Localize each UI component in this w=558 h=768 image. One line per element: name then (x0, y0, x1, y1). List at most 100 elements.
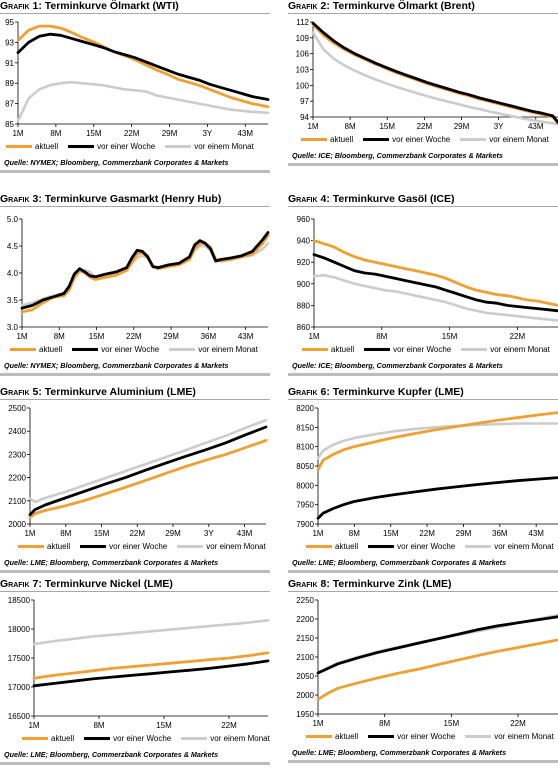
chart-title: Grafik 2: Terminkurve Ölmarkt (Brent) (288, 0, 558, 14)
legend-label-aktuell: aktuell (35, 142, 59, 151)
series-line-woche (312, 253, 558, 313)
legend-item-woche: vor einer Woche (68, 142, 155, 151)
chart-source: Quelle: LME; Bloomberg, Commerzbank Corp… (4, 750, 219, 759)
legend-label-aktuell: aktuell (39, 345, 63, 354)
x-tick-label: 1M (307, 122, 318, 131)
chart-source: Quelle: LME; Bloomberg, Commerzbank Corp… (292, 748, 507, 757)
x-tick-label: 15M (379, 122, 395, 131)
x-tick-label: 22M (129, 529, 145, 538)
chart-svg: 94 97 100 103 106 109 112 1M 8M 15M 22M 29M 3Y 43M (296, 18, 558, 131)
chart-title-prefix: Grafik (288, 578, 318, 590)
x-tick-label: 1M (12, 129, 23, 138)
y-tick-label: 2300 (8, 450, 26, 459)
x-tick-label: 29M (454, 122, 470, 131)
panel-divider (288, 373, 558, 376)
chart-panel-nickel: Grafik 7: Terminkurve Nickel (LME) 16500 1… (0, 578, 270, 768)
legend-item-aktuell: aktuell (10, 345, 62, 354)
legend-swatch-monat (460, 138, 487, 142)
panel-divider (288, 760, 558, 763)
chart-title-text: 3: Terminkurve Gasmarkt (Henry Hub) (29, 193, 222, 205)
series-line-monat (16, 80, 270, 123)
y-tick-label: 4.0 (7, 269, 19, 278)
chart-legend: aktuell vor einer Woche vor einem Monat (10, 345, 268, 354)
legend-swatch-aktuell (302, 348, 328, 352)
legend-item-aktuell: aktuell (306, 732, 358, 741)
y-tick-label: 2150 (296, 634, 314, 643)
legend-item-monat: vor einem Monat (165, 142, 254, 151)
legend-item-aktuell: aktuell (18, 542, 70, 551)
legend-swatch-woche (72, 348, 99, 352)
y-tick-label: 860 (297, 323, 311, 332)
y-tick-label: 85 (5, 120, 14, 129)
legend-swatch-monat (169, 348, 196, 352)
y-tick-label: 2100 (8, 497, 26, 506)
x-tick-label: 8M (50, 129, 61, 138)
y-tick-label: 109 (296, 34, 310, 43)
x-tick-label: 29M (163, 332, 179, 341)
y-tick-label: 2400 (8, 427, 26, 436)
legend-label-monat: vor einem Monat (494, 542, 554, 551)
legend-swatch-monat (165, 145, 192, 149)
x-tick-label: 1M (312, 529, 323, 538)
legend-label-aktuell: aktuell (51, 734, 75, 743)
y-tick-label: 960 (297, 215, 311, 224)
legend-item-woche: vor einer Woche (84, 734, 171, 743)
legend-item-monat: vor einem Monat (177, 542, 266, 551)
x-tick-label: 22M (221, 721, 237, 730)
y-tick-label: 5.0 (7, 215, 19, 224)
legend-swatch-aktuell (301, 138, 327, 142)
legend-swatch-monat (465, 545, 492, 549)
x-tick-label: 22M (417, 122, 433, 131)
x-tick-label: 22M (510, 719, 526, 728)
legend-label-monat: vor einem Monat (206, 542, 266, 551)
panel-divider (0, 570, 270, 573)
x-tick-label: 8M (54, 332, 65, 341)
x-tick-label: 22M (126, 332, 142, 341)
legend-item-monat: vor einem Monat (460, 135, 549, 144)
x-tick-label: 1M (308, 332, 319, 341)
chart-legend: aktuell vor einer Woche vor einem Monat (306, 542, 558, 551)
y-tick-label: 940 (297, 237, 311, 246)
x-tick-label: 15M (89, 332, 105, 341)
legend-item-woche: vor einer Woche (368, 732, 455, 741)
chart-panel-kupfer: Grafik 6: Terminkurve Kupfer (LME) 7900 79… (288, 386, 558, 576)
chart-svg: 85 87 89 91 93 95 1M 8M 15M 22M 29M 3Y 43M (5, 18, 270, 138)
legend-swatch-aktuell (22, 737, 48, 741)
y-tick-label: 8200 (296, 404, 314, 413)
legend-label-monat: vor einem Monat (210, 734, 270, 743)
legend-item-monat: vor einem Monat (461, 345, 550, 354)
chart-source: Quelle: ICE; Bloomberg, Commerzbank Corp… (292, 151, 503, 160)
legend-label-woche: vor einer Woche (397, 542, 456, 551)
y-tick-label: 4.5 (7, 242, 19, 251)
panel-divider (0, 373, 270, 376)
chart-svg: 2000 2100 2200 2300 2400 2500 1M 8M 15M 22M 29M 3Y 4… (8, 404, 268, 538)
chart-legend: aktuell vor einer Woche vor einem Monat (301, 135, 558, 144)
chart-legend: aktuell vor einer Woche vor einem Monat (22, 734, 280, 743)
legend-label-aktuell: aktuell (330, 135, 354, 144)
legend-swatch-monat (461, 348, 488, 352)
x-tick-label: 1M (28, 721, 39, 730)
legend-label-aktuell: aktuell (331, 345, 355, 354)
y-tick-label: 2200 (8, 474, 26, 483)
chart-svg: 16500 17000 17500 18000 18500 1M 8M 15M 22M (8, 596, 270, 730)
legend-item-monat: vor einem Monat (465, 732, 554, 741)
chart-legend: aktuell vor einer Woche vor einem Monat (302, 345, 558, 354)
chart-title-text: 8: Terminkurve Zink (LME) (317, 578, 452, 590)
x-tick-label: 15M (86, 129, 102, 138)
legend-item-aktuell: aktuell (22, 734, 74, 743)
chart-panel-gasoel: Grafik 4: Terminkurve Gasöl (ICE) 860 880 9… (288, 193, 558, 383)
legend-item-woche: vor einer Woche (80, 542, 167, 551)
series-line-monat (311, 31, 558, 126)
chart-title: Grafik 5: Terminkurve Aluminium (LME) (0, 386, 270, 400)
legend-swatch-woche (68, 145, 95, 149)
legend-swatch-aktuell (306, 545, 332, 549)
x-tick-label: 43M (237, 129, 253, 138)
y-tick-label: 8150 (296, 423, 314, 432)
legend-swatch-aktuell (10, 348, 36, 352)
legend-label-aktuell: aktuell (335, 732, 359, 741)
legend-label-monat: vor einem Monat (198, 345, 258, 354)
chart-title-prefix: Grafik (288, 0, 318, 12)
series-line-monat (316, 422, 558, 460)
chart-panel-oel-wti: Grafik 1: Terminkurve Ölmarkt (WTI) 85 87 8… (0, 0, 270, 190)
legend-item-woche: vor einer Woche (368, 542, 455, 551)
